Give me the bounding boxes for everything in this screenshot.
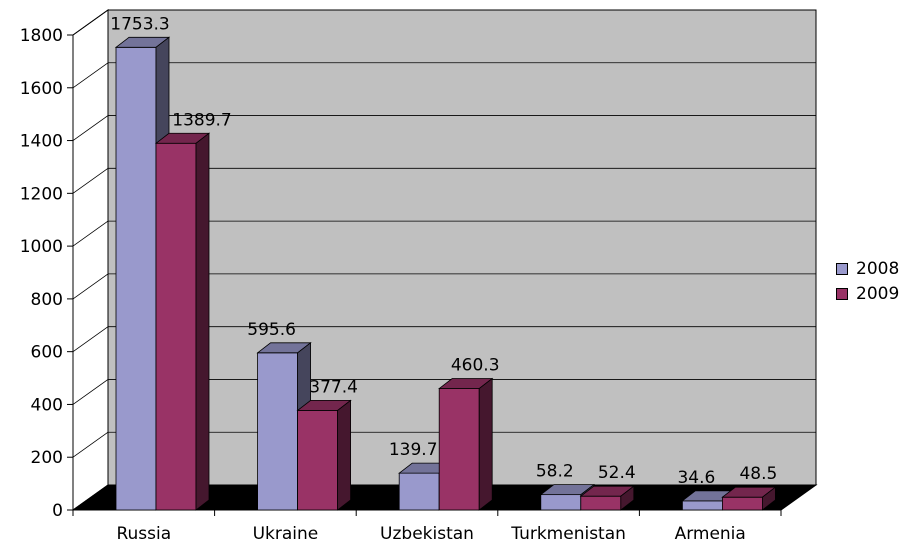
data-label: 58.2 <box>536 462 574 482</box>
gridline-side <box>72 431 109 458</box>
data-label: 460.3 <box>451 356 500 376</box>
y-tick-label: 1000 <box>20 237 63 257</box>
gridline-side <box>72 379 109 405</box>
bar <box>297 410 339 511</box>
gridline-side <box>72 168 109 194</box>
data-label: 139.7 <box>389 440 438 460</box>
bar <box>722 496 763 511</box>
bar <box>398 472 440 511</box>
gridline-side <box>72 115 109 141</box>
bar-side <box>620 485 635 511</box>
y-tick-label: 1600 <box>20 79 63 99</box>
bar <box>257 352 299 511</box>
side-wall <box>72 9 109 511</box>
bar-side <box>337 399 352 511</box>
y-tick-label: 400 <box>31 395 63 415</box>
gridline-side <box>72 326 109 352</box>
y-tick-label: 1400 <box>20 132 63 152</box>
y-tick-label: 1200 <box>20 184 63 204</box>
y-tick-label: 800 <box>31 290 63 310</box>
legend-item-2008: 2008 <box>836 256 899 281</box>
y-tick-label: 0 <box>52 501 63 521</box>
data-label: 377.4 <box>309 377 358 397</box>
legend-label-2008: 2008 <box>856 258 900 279</box>
legend-label-2009: 2009 <box>856 283 900 304</box>
x-tick-label: Russia <box>116 524 171 544</box>
data-label: 34.6 <box>677 468 715 488</box>
legend-item-2009: 2009 <box>836 281 899 306</box>
y-tick-label: 1800 <box>20 26 63 46</box>
y-tick-label: 200 <box>31 448 63 468</box>
x-tick-label: Turkmenistan <box>510 524 626 544</box>
x-tick-label: Armenia <box>675 524 746 544</box>
gridline-side <box>72 273 109 300</box>
gridline-side <box>72 62 109 89</box>
bar <box>438 388 480 511</box>
bar-side <box>762 486 776 511</box>
y-tick-label: 600 <box>31 343 63 363</box>
data-label: 595.6 <box>247 320 296 340</box>
bar <box>155 142 197 511</box>
bar <box>115 46 157 511</box>
gridline-side <box>72 220 109 247</box>
legend-swatch-2009 <box>836 287 848 300</box>
bar <box>540 494 582 511</box>
data-label: 1389.7 <box>172 110 231 130</box>
bar <box>682 500 723 511</box>
data-label: 48.5 <box>739 464 777 484</box>
legend-swatch-2008 <box>836 262 848 275</box>
x-tick-label: Ukraine <box>253 524 319 544</box>
gridline-side <box>72 9 109 36</box>
bar <box>580 495 622 511</box>
x-tick-label: Uzbekistan <box>380 524 474 544</box>
data-label: 52.4 <box>598 463 636 483</box>
bar-side <box>195 132 210 511</box>
data-label: 1753.3 <box>110 14 169 34</box>
legend: 2008 2009 <box>836 256 899 306</box>
bar-side <box>478 377 493 511</box>
